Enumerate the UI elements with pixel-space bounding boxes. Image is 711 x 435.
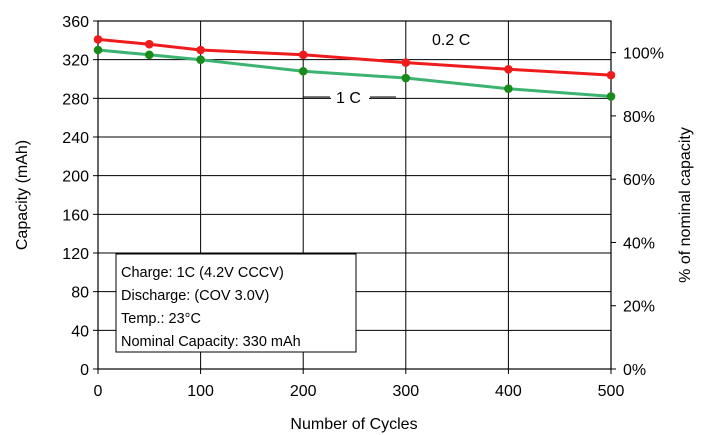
y2-tick-label: 20% — [623, 299, 655, 316]
y-tick-label: 280 — [62, 91, 89, 108]
x-axis-title: Number of Cycles — [290, 416, 417, 433]
series-1-point — [401, 73, 411, 83]
condition-nominal-capacity: Nominal Capacity: 330 mAh — [121, 334, 301, 350]
y-tick-label: 120 — [62, 246, 89, 263]
series-0-point — [145, 39, 154, 49]
y-tick-label: 40 — [71, 323, 89, 340]
x-tick-label: 300 — [392, 383, 419, 400]
y-tick-label: 240 — [62, 130, 89, 147]
condition-charge: Charge: 1C (4.2V CCCV) — [121, 265, 284, 281]
series-0-point — [504, 65, 513, 74]
y-axis-title: Capacity (mAh) — [14, 140, 31, 250]
y-tick-label: 200 — [62, 169, 89, 186]
plot-frame — [97, 20, 612, 370]
y2-tick-label: 80% — [623, 109, 655, 126]
series-0-point — [606, 70, 616, 80]
series-1-point — [93, 45, 103, 55]
x-tick-label: 200 — [290, 383, 317, 400]
y2-tick-label: 60% — [623, 172, 655, 189]
series-label-0.2c: 0.2 C — [424, 28, 486, 50]
conditions-box: Charge: 1C (4.2V CCCV) Discharge: (COV 3… — [115, 253, 357, 353]
series-0-point — [93, 35, 103, 44]
series-0-point — [196, 45, 205, 55]
y-tick-label: 160 — [62, 207, 89, 224]
series-lines — [93, 35, 616, 101]
y-tick-label: 0 — [80, 362, 89, 379]
y-tick-label: 320 — [62, 53, 89, 70]
y-axis-ticks: 0 40 80 120 160 200 240 280 320 360 — [62, 14, 98, 379]
y2-axis-ticks: 0% 20% 40% 60% 80% 100% — [611, 46, 664, 379]
series-1-point — [145, 50, 154, 60]
y2-tick-label: 0% — [623, 362, 646, 379]
series-0-point — [298, 50, 308, 60]
x-axis-ticks: 0 100 200 300 400 500 — [94, 369, 625, 400]
series-0-point — [401, 58, 411, 67]
condition-temperature: Temp.: 23°C — [121, 311, 201, 327]
series-label-1c: 1 C — [303, 86, 396, 108]
series-1-point — [298, 66, 308, 76]
x-tick-label: 400 — [495, 383, 522, 400]
y-tick-label: 80 — [71, 285, 89, 302]
x-tick-label: 100 — [187, 383, 214, 400]
y2-tick-label: 40% — [623, 235, 655, 252]
label-1c: 1 C — [336, 90, 361, 107]
condition-discharge: Discharge: (COV 3.0V) — [121, 288, 269, 304]
y-tick-label: 360 — [62, 14, 89, 31]
x-tick-label: 0 — [94, 383, 103, 400]
series-1-point — [606, 92, 616, 101]
series-1-point — [196, 55, 205, 64]
series-1-point — [504, 84, 513, 93]
y2-tick-label: 100% — [623, 46, 664, 63]
x-tick-label: 500 — [598, 383, 625, 400]
y2-axis-title: % of nominal capacity — [677, 127, 694, 283]
label-0.2c: 0.2 C — [432, 32, 470, 49]
